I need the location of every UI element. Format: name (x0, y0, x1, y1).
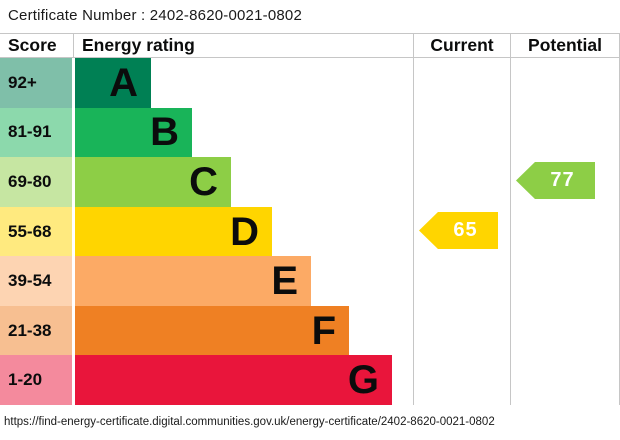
current-rating-arrow: 65 (419, 212, 498, 249)
band-letter: E (271, 259, 298, 304)
band-letter: F (311, 308, 336, 353)
energy-band-bar-b: B (75, 107, 192, 158)
energy-band-bar-a: A (75, 58, 151, 108)
table-header: Score Energy rating Current Potential (0, 33, 620, 58)
energy-band-bar-g: G (75, 355, 392, 406)
band-letter: B (150, 110, 179, 155)
band-letter: A (109, 60, 138, 105)
certificate-number: Certificate Number : 2402-8620-0021-0802 (8, 7, 303, 24)
score-range: 21-38 (0, 305, 72, 356)
score-range: 81-91 (0, 107, 72, 158)
score-range: 55-68 (0, 206, 72, 257)
band-row-a: 92+ A (0, 58, 413, 108)
band-row-d: 55-68 D (0, 206, 413, 257)
header-energy-rating: Energy rating (82, 35, 195, 55)
potential-rating-value: 77 (550, 169, 575, 191)
current-rating-value: 65 (453, 219, 478, 241)
potential-rating-arrow: 77 (516, 162, 595, 199)
energy-band-bar-d: D (75, 206, 272, 257)
header-score: Score (0, 34, 74, 57)
potential-rating-column: 77 (510, 58, 620, 405)
score-range: 92+ (0, 58, 72, 108)
score-range: 1-20 (0, 355, 72, 406)
header-current: Current (413, 34, 510, 57)
band-row-c: 69-80 C (0, 157, 413, 207)
band-letter: C (189, 159, 218, 204)
energy-bands: 92+ A 81-91 B 69-80 C 55-68 (0, 58, 413, 406)
score-range: 69-80 (0, 157, 72, 207)
current-rating-column: 65 (413, 58, 510, 405)
band-row-g: 1-20 G (0, 355, 413, 406)
score-range: 39-54 (0, 256, 72, 306)
band-row-e: 39-54 E (0, 256, 413, 306)
band-row-b: 81-91 B (0, 107, 413, 158)
energy-band-bar-f: F (75, 305, 349, 356)
energy-band-bar-e: E (75, 256, 311, 306)
energy-band-bar-c: C (75, 157, 231, 207)
band-letter: G (347, 358, 379, 403)
certificate-url: https://find-energy-certificate.digital.… (4, 416, 495, 428)
header-potential: Potential (510, 34, 620, 57)
band-row-f: 21-38 F (0, 305, 413, 356)
rating-table-body: 92+ A 81-91 B 69-80 C 55-68 (0, 58, 620, 406)
band-letter: D (230, 209, 259, 254)
